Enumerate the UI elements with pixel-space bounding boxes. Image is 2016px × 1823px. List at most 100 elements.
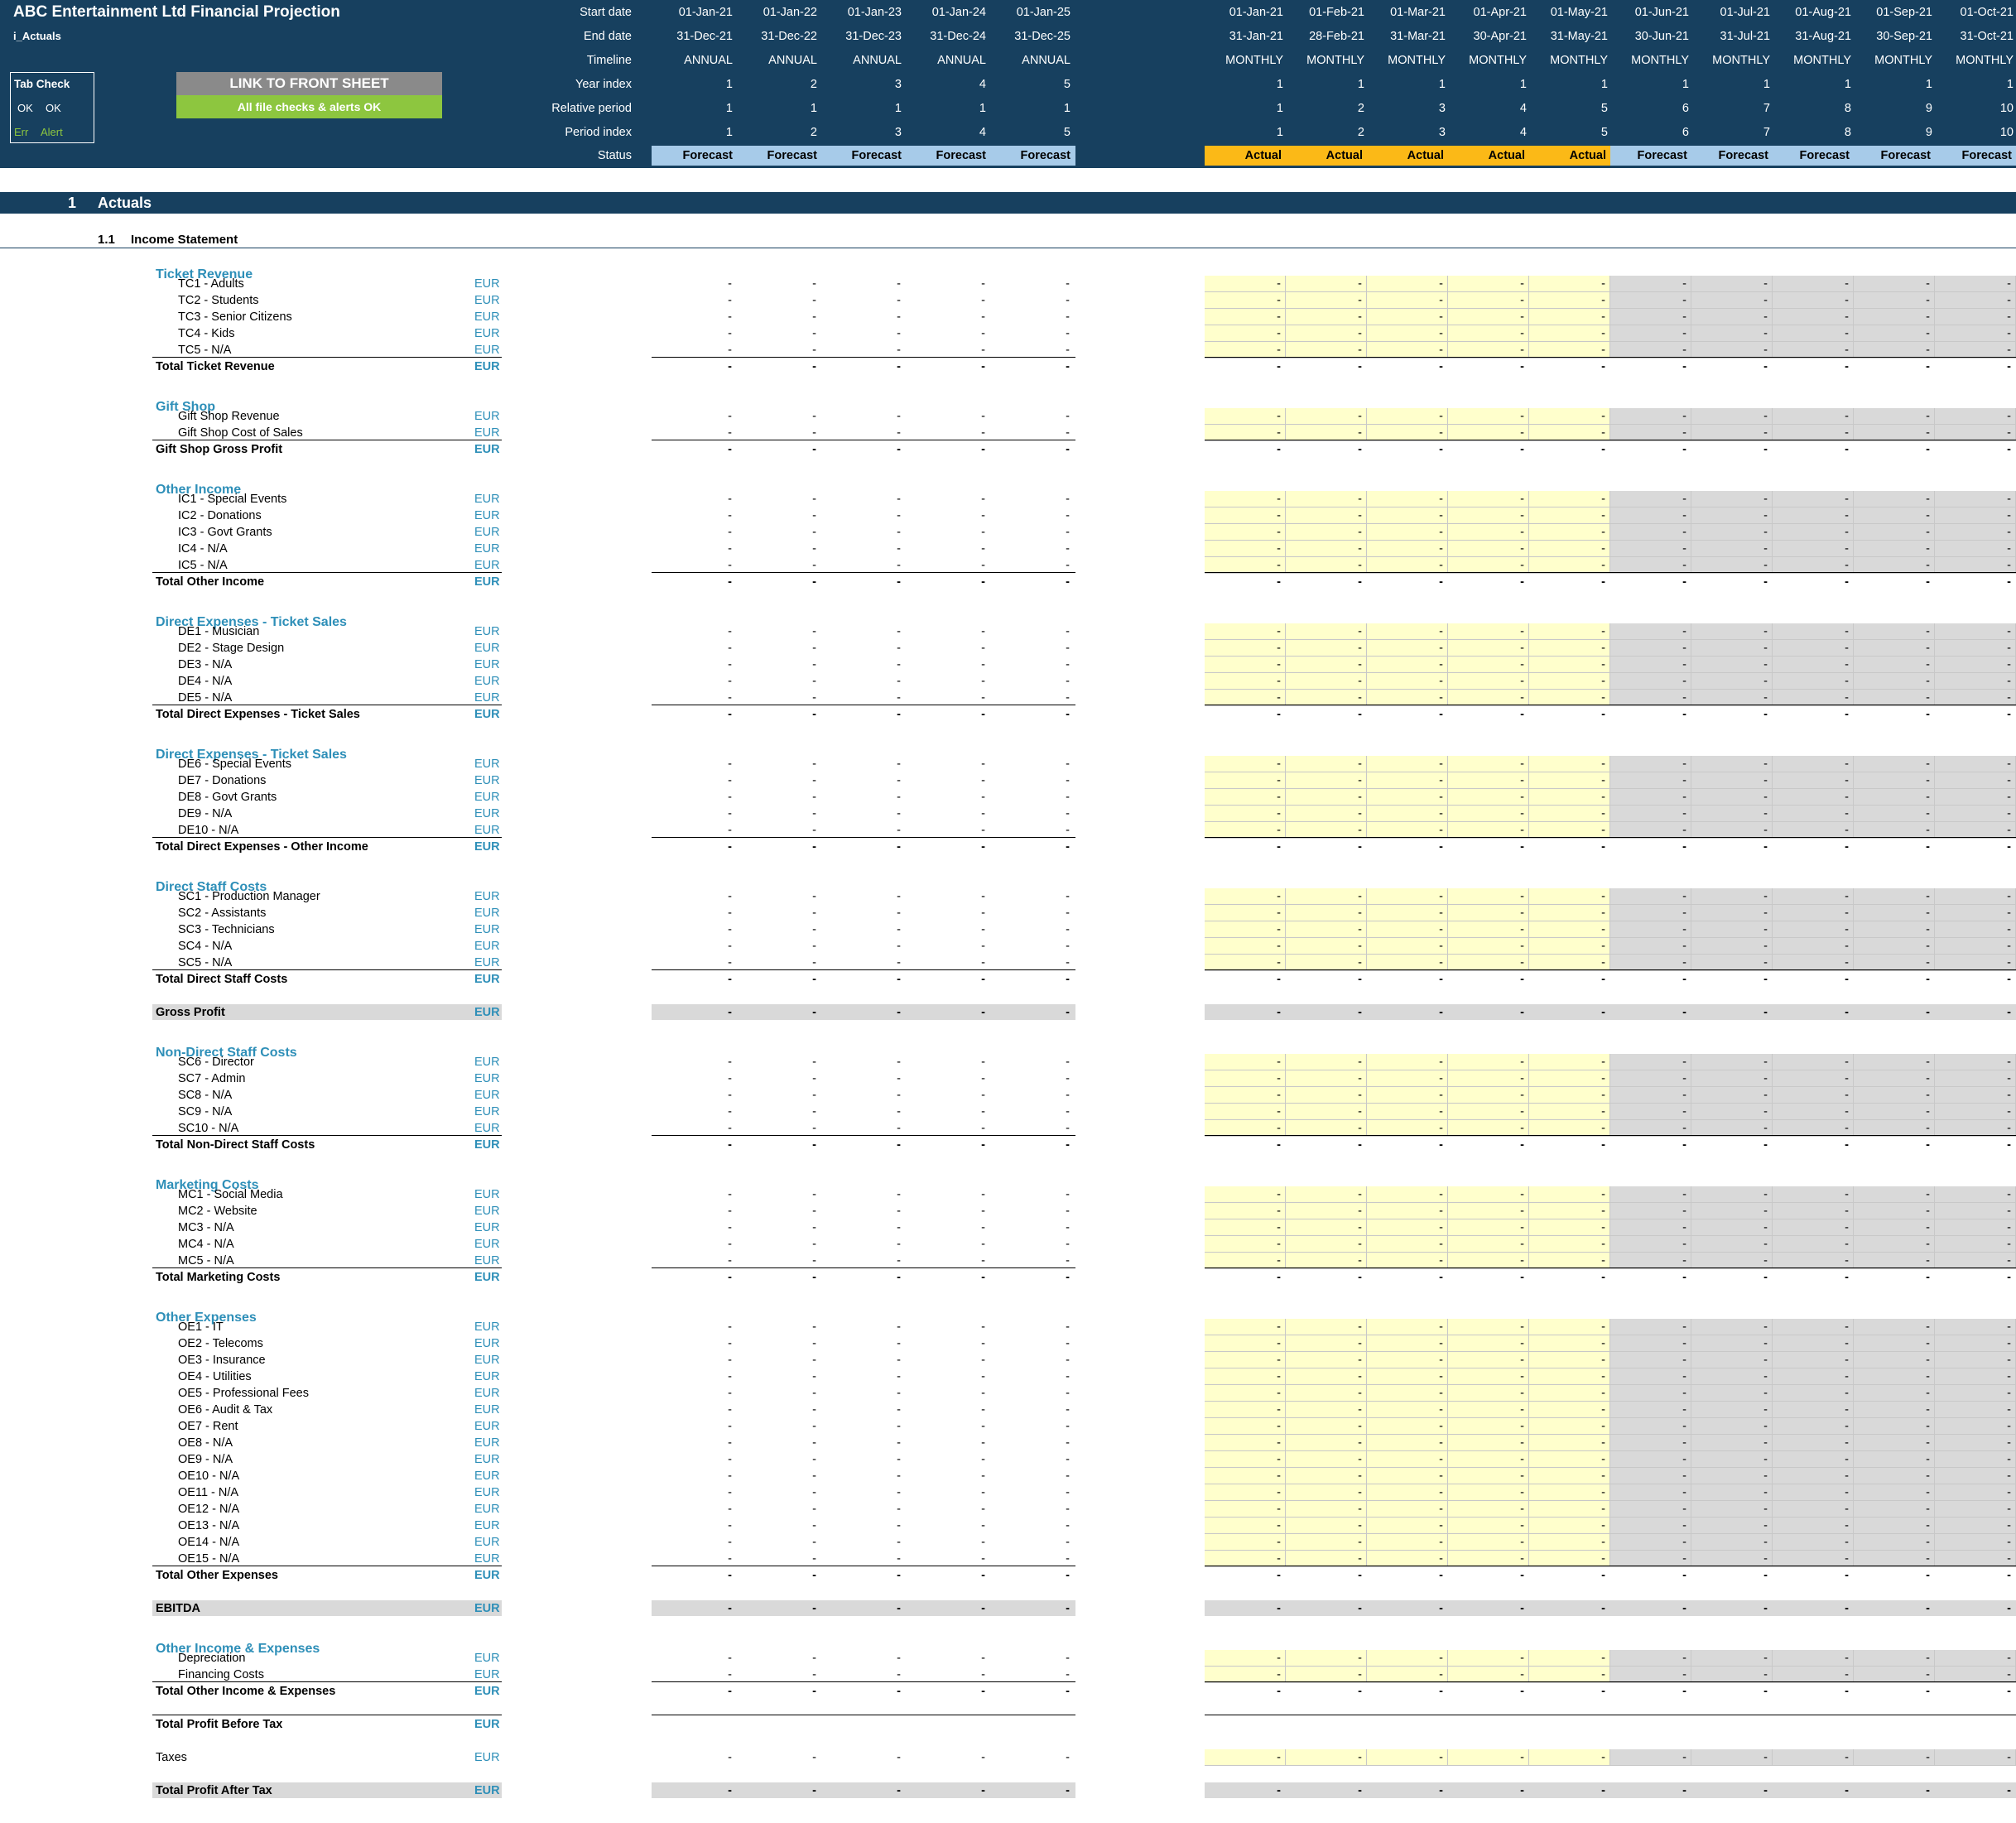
input-cell[interactable] — [1286, 1667, 1367, 1683]
input-cell[interactable] — [1691, 1484, 1773, 1501]
input-cell[interactable] — [1691, 1054, 1773, 1070]
input-cell[interactable] — [1286, 1087, 1367, 1104]
input-cell[interactable] — [1529, 408, 1610, 425]
input-cell[interactable] — [1854, 673, 1935, 690]
input-cell[interactable] — [1367, 276, 1448, 292]
input-cell[interactable] — [1773, 1087, 1854, 1104]
input-cell[interactable] — [1367, 1650, 1448, 1667]
input-cell[interactable] — [1529, 1087, 1610, 1104]
input-cell[interactable] — [1205, 408, 1286, 425]
input-cell[interactable] — [1205, 673, 1286, 690]
input-cell[interactable] — [1367, 1385, 1448, 1402]
input-cell[interactable] — [1367, 1451, 1448, 1468]
input-cell[interactable] — [1691, 524, 1773, 541]
input-cell[interactable] — [1691, 657, 1773, 673]
input-cell[interactable] — [1367, 690, 1448, 706]
input-cell[interactable] — [1691, 1253, 1773, 1269]
input-cell[interactable] — [1448, 309, 1529, 325]
input-cell[interactable] — [1773, 955, 1854, 971]
input-cell[interactable] — [1610, 806, 1691, 822]
input-cell[interactable] — [1691, 690, 1773, 706]
input-cell[interactable] — [1610, 1319, 1691, 1335]
input-cell[interactable] — [1854, 1319, 1935, 1335]
input-cell[interactable] — [1854, 1551, 1935, 1567]
input-cell[interactable] — [1773, 640, 1854, 657]
input-cell[interactable] — [1448, 425, 1529, 441]
input-cell[interactable] — [1367, 938, 1448, 955]
input-cell[interactable] — [1205, 541, 1286, 557]
input-cell[interactable] — [1854, 1468, 1935, 1484]
input-cell[interactable] — [1448, 772, 1529, 789]
input-cell[interactable] — [1448, 557, 1529, 574]
input-cell[interactable] — [1773, 888, 1854, 905]
input-cell[interactable] — [1529, 1749, 1610, 1766]
input-cell[interactable] — [1691, 1435, 1773, 1451]
input-cell[interactable] — [1691, 1518, 1773, 1534]
input-cell[interactable] — [1529, 1120, 1610, 1137]
input-cell[interactable] — [1610, 541, 1691, 557]
input-cell[interactable] — [1773, 938, 1854, 955]
input-cell[interactable] — [1610, 690, 1691, 706]
input-cell[interactable] — [1610, 1087, 1691, 1104]
input-cell[interactable] — [1691, 888, 1773, 905]
input-cell[interactable] — [1529, 1451, 1610, 1468]
input-cell[interactable] — [1854, 1253, 1935, 1269]
input-cell[interactable] — [1610, 1402, 1691, 1418]
input-cell[interactable] — [1610, 1418, 1691, 1435]
input-cell[interactable] — [1529, 772, 1610, 789]
input-cell[interactable] — [1610, 1120, 1691, 1137]
input-cell[interactable] — [1610, 1667, 1691, 1683]
input-cell[interactable] — [1691, 507, 1773, 524]
input-cell[interactable] — [1529, 640, 1610, 657]
input-cell[interactable] — [1448, 1253, 1529, 1269]
input-cell[interactable] — [1691, 673, 1773, 690]
input-cell[interactable] — [1854, 938, 1935, 955]
input-cell[interactable] — [1205, 425, 1286, 441]
input-cell[interactable] — [1691, 806, 1773, 822]
input-cell[interactable] — [1286, 1484, 1367, 1501]
input-cell[interactable] — [1529, 1667, 1610, 1683]
input-cell[interactable] — [1610, 1518, 1691, 1534]
input-cell[interactable] — [1773, 1501, 1854, 1518]
input-cell[interactable] — [1610, 623, 1691, 640]
input-cell[interactable] — [1529, 905, 1610, 921]
input-cell[interactable] — [1205, 955, 1286, 971]
input-cell[interactable] — [1773, 1385, 1854, 1402]
input-cell[interactable] — [1854, 1087, 1935, 1104]
input-cell[interactable] — [1610, 1534, 1691, 1551]
input-cell[interactable] — [1205, 1104, 1286, 1120]
input-cell[interactable] — [1205, 789, 1286, 806]
input-cell[interactable] — [1286, 1253, 1367, 1269]
input-cell[interactable] — [1286, 491, 1367, 507]
input-cell[interactable] — [1286, 1385, 1367, 1402]
input-cell[interactable] — [1367, 342, 1448, 358]
input-cell[interactable] — [1448, 690, 1529, 706]
input-cell[interactable] — [1205, 292, 1286, 309]
input-cell[interactable] — [1691, 1451, 1773, 1468]
input-cell[interactable] — [1529, 1368, 1610, 1385]
input-cell[interactable] — [1691, 557, 1773, 574]
input-cell[interactable] — [1286, 524, 1367, 541]
input-cell[interactable] — [1205, 1070, 1286, 1087]
input-cell[interactable] — [1448, 640, 1529, 657]
input-cell[interactable] — [1367, 325, 1448, 342]
input-cell[interactable] — [1286, 1501, 1367, 1518]
input-cell[interactable] — [1205, 309, 1286, 325]
input-cell[interactable] — [1854, 1534, 1935, 1551]
input-cell[interactable] — [1448, 822, 1529, 839]
input-cell[interactable] — [1367, 789, 1448, 806]
input-cell[interactable] — [1773, 623, 1854, 640]
input-cell[interactable] — [1286, 1335, 1367, 1352]
input-cell[interactable] — [1854, 888, 1935, 905]
input-cell[interactable] — [1286, 921, 1367, 938]
input-cell[interactable] — [1367, 1667, 1448, 1683]
input-cell[interactable] — [1691, 1104, 1773, 1120]
input-cell[interactable] — [1773, 1120, 1854, 1137]
input-cell[interactable] — [1286, 1451, 1367, 1468]
input-cell[interactable] — [1854, 1335, 1935, 1352]
input-cell[interactable] — [1773, 673, 1854, 690]
input-cell[interactable] — [1854, 1186, 1935, 1203]
input-cell[interactable] — [1448, 1203, 1529, 1219]
input-cell[interactable] — [1691, 623, 1773, 640]
input-cell[interactable] — [1773, 557, 1854, 574]
